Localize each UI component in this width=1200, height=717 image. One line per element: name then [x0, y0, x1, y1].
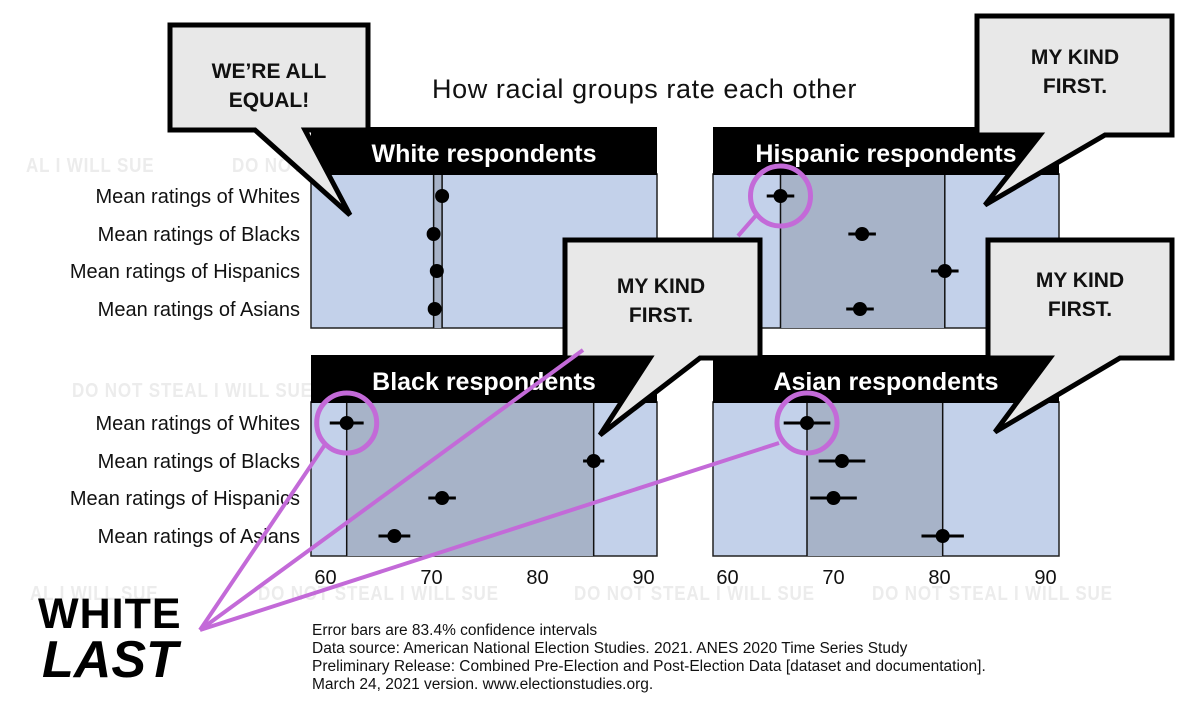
caption-line-2: LAST — [42, 631, 178, 689]
data-point — [387, 529, 402, 543]
speech-bubble-asian — [985, 237, 1175, 435]
data-point — [800, 416, 814, 430]
pointer-line — [198, 443, 327, 632]
data-point — [586, 454, 601, 468]
data-point — [427, 302, 442, 316]
row-label: Mean ratings of Blacks — [98, 224, 300, 246]
data-point — [937, 264, 952, 278]
panel-range-shade — [346, 402, 594, 556]
x-tick-label: 70 — [420, 567, 442, 589]
x-tick-label: 80 — [928, 567, 950, 589]
highlight-circle — [748, 163, 813, 229]
speech-bubble-hispanic — [974, 13, 1175, 208]
panel: Black respondents — [310, 355, 658, 557]
data-point — [339, 416, 354, 430]
watermark-text: AL I WILL SUE — [26, 155, 155, 177]
panel-header — [311, 355, 657, 403]
panel-title: White respondents — [371, 140, 596, 168]
panel-header — [311, 127, 657, 175]
highlight-circle — [774, 390, 840, 456]
row-label: Mean ratings of Hispanics — [70, 488, 300, 510]
pointer-line — [736, 214, 758, 238]
data-point — [834, 454, 849, 468]
x-tick-label: 60 — [314, 567, 336, 589]
chart-title: How racial groups rate each other — [432, 74, 858, 104]
pointer-line — [199, 441, 780, 632]
row-label: Mean ratings of Asians — [98, 299, 300, 321]
row-label: Mean ratings of Whites — [95, 413, 300, 435]
watermark-text: DO NOT STEAL I WILL SUE — [574, 583, 815, 605]
speech-bubble-white — [167, 22, 371, 217]
panel-title: Black respondents — [372, 368, 596, 396]
bubble-text-hispanic: MY KIND FIRST. — [1030, 46, 1120, 98]
data-point — [426, 227, 441, 241]
note-line: Data source: American National Election … — [312, 640, 908, 657]
panel-header — [713, 355, 1059, 403]
panel: White respondents — [310, 127, 658, 329]
white-last-caption: WHITE LAST — [38, 590, 182, 689]
data-point — [429, 264, 444, 278]
data-point — [435, 491, 450, 505]
panel: Asian respondents — [712, 355, 1060, 557]
panel-range-shade — [433, 174, 443, 328]
x-tick-label: 90 — [632, 567, 654, 589]
data-point — [935, 529, 950, 543]
row-label: Mean ratings of Hispanics — [70, 261, 300, 283]
speech-bubble-black — [562, 237, 763, 437]
data-point — [826, 491, 841, 505]
data-point — [435, 189, 450, 203]
row-label: Mean ratings of Blacks — [98, 451, 300, 473]
data-point — [855, 227, 870, 241]
x-tick-label: 70 — [822, 567, 844, 589]
row-label: Mean ratings of Whites — [95, 186, 300, 208]
highlight-circle — [314, 390, 380, 456]
caption-line-1: WHITE — [38, 590, 182, 638]
data-point — [773, 189, 788, 203]
x-tick-label: 60 — [716, 567, 738, 589]
pointer-line — [198, 348, 585, 632]
watermark-text: DO NOT STEAL I WILL SUE — [258, 583, 499, 605]
bubble-text-black: MY KIND FIRST. — [616, 275, 706, 327]
watermark-text: DO NOT STEAL I WILL SUE — [72, 380, 313, 402]
panel-range-shade — [807, 402, 943, 556]
note-line: Error bars are 83.4% confidence interval… — [312, 622, 598, 639]
watermark-text: DO NOT STEAL I WILL SUE — [872, 583, 1113, 605]
x-tick-label: 80 — [526, 567, 548, 589]
bubble-text-white: WE’RE ALL EQUAL! — [211, 60, 327, 112]
row-label: Mean ratings of Asians — [98, 526, 300, 548]
watermark-text: AL I WILL SUE — [30, 583, 159, 605]
note-line: March 24, 2021 version. www.electionstud… — [312, 676, 654, 693]
x-tick-label: 90 — [1034, 567, 1056, 589]
panel-title: Hispanic respondents — [755, 140, 1016, 168]
note-line: Preliminary Release: Combined Pre-Electi… — [312, 658, 986, 675]
data-point — [853, 302, 867, 316]
bubble-text-asian: MY KIND FIRST. — [1035, 269, 1125, 321]
